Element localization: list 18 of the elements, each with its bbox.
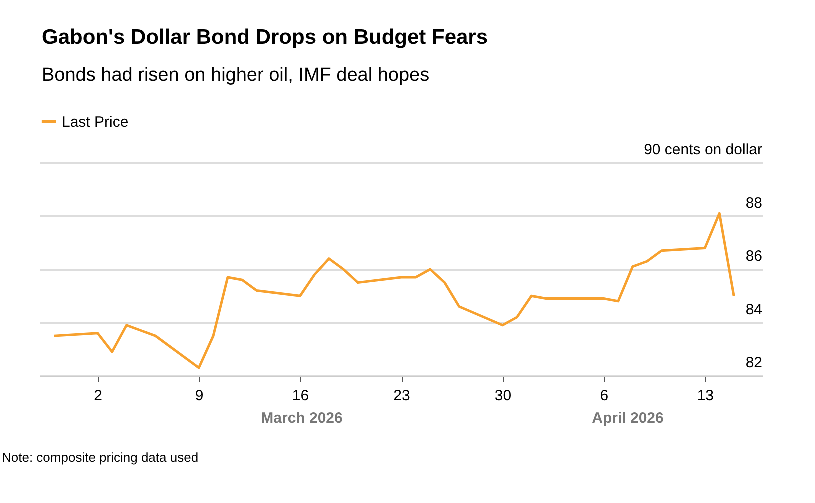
x-tick-label: 6 bbox=[600, 388, 609, 404]
x-tick-label: 30 bbox=[494, 388, 512, 404]
y-tick-label: 86 bbox=[746, 248, 762, 265]
y-tick-label: 82 bbox=[746, 354, 762, 372]
text: Note: composite pricing data used bbox=[2, 450, 199, 465]
legend-label: Last Price bbox=[62, 114, 129, 131]
x-tick-label: 9 bbox=[195, 388, 204, 404]
text: April 2026 bbox=[592, 410, 664, 427]
x-tick-label: 13 bbox=[697, 388, 714, 404]
y-tick-label: 90 cents on dollar bbox=[644, 142, 762, 158]
x-tick-label: 16 bbox=[292, 388, 310, 404]
x-tick-label: 23 bbox=[394, 388, 410, 404]
chart-title: Gabon's Dollar Bond Drops on Budget Fears bbox=[42, 26, 488, 50]
y-tick-label: 88 bbox=[746, 194, 762, 212]
chart-subtitle: Bonds had risen on higher oil, IMF deal hopes bbox=[42, 65, 431, 87]
y-tick-label: 84 bbox=[746, 301, 762, 318]
text: March 2026 bbox=[261, 410, 343, 427]
x-tick-label: 2 bbox=[94, 388, 103, 404]
